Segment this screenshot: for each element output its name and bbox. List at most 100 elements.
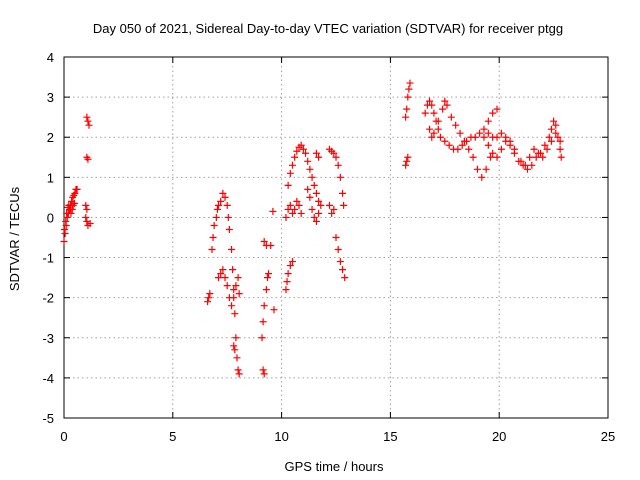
data-point <box>234 274 242 282</box>
data-point <box>224 213 232 221</box>
x-tick-label: 15 <box>383 429 397 444</box>
data-point <box>291 153 299 161</box>
data-point <box>210 221 218 229</box>
data-point <box>556 145 564 153</box>
data-point <box>526 153 534 161</box>
series-arc-09h <box>258 207 278 378</box>
data-point <box>506 137 514 145</box>
data-point <box>82 201 90 209</box>
series-arc-11h <box>304 149 323 225</box>
data-point <box>469 153 477 161</box>
series-arc-15h <box>402 79 414 169</box>
data-point <box>315 197 323 205</box>
y-tick-label: 0 <box>47 210 54 225</box>
data-point <box>308 173 316 181</box>
series-arc-16h-20h <box>421 97 501 153</box>
data-point <box>552 129 560 137</box>
data-point <box>217 197 225 205</box>
data-point <box>489 149 497 157</box>
data-point <box>291 205 299 213</box>
data-point <box>260 238 268 246</box>
data-point <box>545 133 553 141</box>
data-point <box>403 105 411 113</box>
data-point <box>229 266 237 274</box>
y-tick-label: -3 <box>42 331 54 346</box>
data-point <box>404 93 412 101</box>
data-point <box>306 165 314 173</box>
data-point <box>70 199 78 207</box>
data-point <box>231 346 239 354</box>
data-point <box>82 213 90 221</box>
data-point <box>297 209 305 217</box>
x-tick-label: 5 <box>169 429 176 444</box>
data-point <box>312 149 320 157</box>
data-point <box>234 366 242 374</box>
data-point <box>502 133 510 141</box>
data-point <box>213 205 221 213</box>
data-point <box>317 201 325 209</box>
series-arc-12h <box>325 145 349 282</box>
data-point <box>214 274 222 282</box>
data-point <box>84 117 92 125</box>
data-point <box>263 274 271 282</box>
data-point <box>439 105 447 113</box>
data-point <box>543 145 551 153</box>
data-point <box>484 141 492 149</box>
data-point <box>447 113 455 121</box>
data-point <box>288 161 296 169</box>
series-arc-19h-23h <box>480 117 565 173</box>
data-point <box>295 201 303 209</box>
data-point <box>315 209 323 217</box>
data-point <box>214 201 222 209</box>
data-point <box>403 157 411 165</box>
data-point <box>225 225 233 233</box>
data-point <box>258 334 266 342</box>
y-tick-label: 4 <box>47 50 54 65</box>
data-point <box>550 117 558 125</box>
data-point <box>270 306 278 314</box>
data-point <box>302 149 310 157</box>
x-tick-label: 20 <box>492 429 506 444</box>
data-point <box>85 121 93 129</box>
data-point <box>304 185 312 193</box>
data-point <box>62 217 70 225</box>
data-point <box>68 205 76 213</box>
data-point <box>334 161 342 169</box>
data-point <box>315 153 323 161</box>
data-point <box>288 258 296 266</box>
data-point <box>521 161 529 169</box>
data-point <box>332 234 340 241</box>
x-tick-label: 10 <box>274 429 288 444</box>
data-point <box>528 161 536 169</box>
data-point <box>325 201 333 209</box>
data-point <box>428 101 436 109</box>
data-point <box>471 133 479 141</box>
data-point <box>480 133 488 141</box>
data-point <box>284 270 292 278</box>
data-point <box>430 129 438 137</box>
series-arc-10h-b <box>284 141 325 209</box>
data-point <box>426 125 434 133</box>
data-point <box>286 201 294 209</box>
data-point <box>219 189 227 197</box>
data-point <box>230 294 238 302</box>
series-arc-06h <box>204 189 243 378</box>
data-point <box>328 209 336 217</box>
y-tick-label: -5 <box>42 411 54 426</box>
data-point <box>443 101 451 109</box>
data-point <box>493 153 501 161</box>
data-point <box>480 125 488 133</box>
data-point <box>288 209 296 217</box>
data-point <box>336 173 344 181</box>
data-point <box>486 153 494 161</box>
data-point <box>286 262 294 270</box>
data-point <box>60 225 68 233</box>
data-point <box>434 117 442 125</box>
data-point <box>231 310 239 318</box>
data-point <box>293 197 301 205</box>
data-point <box>547 137 555 145</box>
data-point <box>260 302 268 310</box>
data-point <box>312 189 320 197</box>
data-point <box>230 342 238 350</box>
x-axis-label: GPS time / hours <box>285 459 384 474</box>
